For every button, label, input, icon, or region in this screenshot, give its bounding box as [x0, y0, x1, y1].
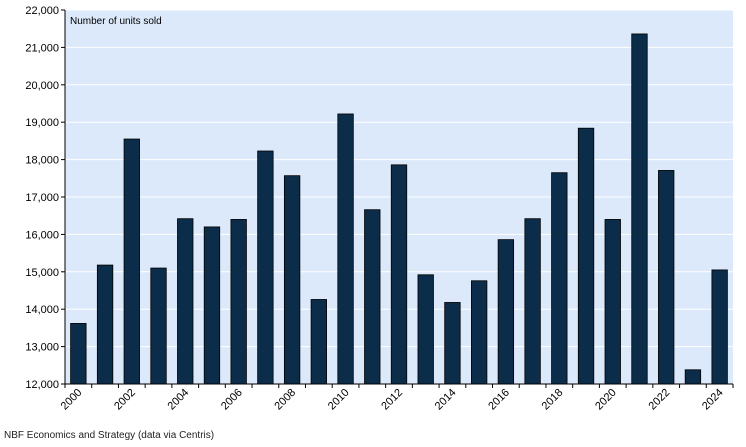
source-note: NBF Economics and Strategy (data via Cen… [4, 430, 215, 441]
x-tick-label: 2020 [593, 387, 619, 413]
bar-2016 [497, 239, 515, 385]
bar-2022 [658, 170, 675, 385]
bar-2012 [390, 164, 408, 385]
y-tick-label: 21,000 [25, 42, 59, 54]
bar-2006 [230, 219, 247, 385]
bar-2013 [417, 274, 434, 385]
x-tick-label: 2014 [433, 387, 459, 413]
bar-2024 [711, 269, 728, 385]
x-tick-label: 2004 [166, 387, 192, 413]
y-tick-label: 20,000 [25, 80, 59, 92]
bar-2003 [150, 267, 167, 385]
bar-2023 [684, 369, 702, 385]
x-tick-label: 2024 [700, 387, 726, 413]
y-tick-label: 13,000 [25, 342, 59, 354]
y-tick-label: 12,000 [25, 379, 59, 391]
bar-2007 [257, 150, 274, 385]
bar-2019 [577, 127, 595, 385]
bars [70, 33, 728, 385]
bar-2015 [471, 280, 488, 385]
bar-2018 [551, 172, 568, 385]
x-tick-label: 2010 [326, 387, 352, 413]
x-tick-label: 2008 [272, 387, 298, 413]
bar-2017 [524, 218, 541, 385]
y-tick-label: 14,000 [25, 304, 59, 316]
x-tick-label: 2012 [379, 387, 405, 413]
bar-2021 [631, 33, 648, 385]
x-tick-label: 2000 [59, 387, 85, 413]
bar-2004 [177, 218, 194, 385]
y-tick-label: 18,000 [25, 155, 59, 167]
y-tick-label: 15,000 [25, 267, 59, 279]
x-tick-label: 2022 [647, 387, 673, 413]
bar-2005 [203, 226, 221, 385]
bar-2000 [70, 323, 87, 385]
bar-2014 [444, 302, 461, 385]
y-axis-label: Number of units sold [70, 16, 162, 27]
bar-2001 [96, 264, 114, 385]
y-tick-label: 16,000 [25, 229, 59, 241]
x-tick-label: 2016 [486, 387, 512, 413]
bar-2008 [283, 175, 301, 385]
bar-2011 [364, 209, 381, 385]
x-tick-label: 2002 [112, 387, 138, 413]
y-tick-label: 17,000 [25, 192, 59, 204]
y-tick-label: 19,000 [25, 117, 59, 129]
y-axis-ticks: 12,000 13,000 14,000 15,000 16,000 17,000 18,0… [25, 5, 65, 391]
bar-2010 [337, 113, 354, 385]
x-axis-ticks: 2000 2002 2004 2006 2008 2010 2012 2014 2016 2018… [59, 384, 734, 413]
x-tick-label: 2018 [540, 387, 566, 413]
x-tick-label: 2006 [219, 387, 245, 413]
bar-2020 [604, 219, 621, 385]
bar-2002 [123, 138, 140, 385]
y-tick-label: 22,000 [25, 5, 59, 17]
bar-2009 [310, 299, 327, 385]
